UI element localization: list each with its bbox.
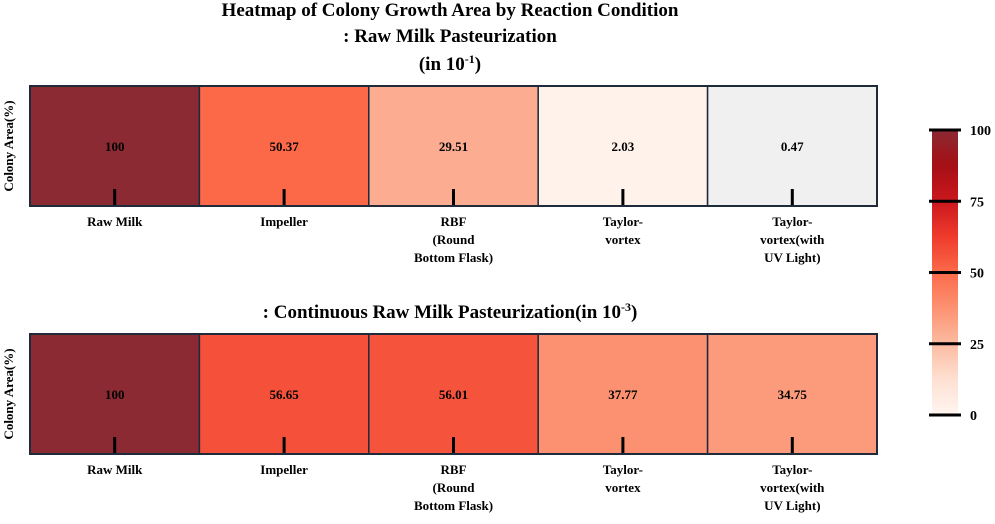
chart-title-line1: Heatmap of Colony Growth Area by Reactio… bbox=[222, 0, 679, 21]
heatmap-cell bbox=[29, 85, 201, 207]
subtitle-end: ) bbox=[631, 302, 637, 323]
cell-value-label: 100 bbox=[105, 387, 125, 402]
heatmap-panels: 100 Raw Milk 50.37 Impeller 29.51 RBF (Round Bo… bbox=[1, 85, 878, 513]
panel-frame bbox=[29, 333, 878, 455]
heatmap-cell bbox=[198, 85, 370, 207]
subtitle-exponent: -3 bbox=[621, 300, 631, 314]
colorbar: 0 25 50 75 100 bbox=[929, 124, 991, 424]
colorbar-tick-label: 50 bbox=[970, 267, 984, 282]
heatmap-cell bbox=[368, 85, 539, 207]
heatmap-panel-2: 100 Raw Milk 56.65 Impeller 56.01 RBF (Round Bo… bbox=[1, 333, 878, 513]
x-tick-label: RBF bbox=[441, 462, 467, 477]
colorbar-tick-label: 25 bbox=[970, 338, 984, 353]
cell-value-label: 37.77 bbox=[608, 387, 638, 402]
x-tick-label: vortex(with bbox=[760, 480, 825, 495]
x-tick-label: Taylor- bbox=[603, 462, 643, 477]
x-tick-label: (Round bbox=[433, 480, 476, 495]
colorbar-ticks: 0 25 50 75 100 bbox=[929, 124, 991, 424]
cell-value-label: 29.51 bbox=[439, 139, 468, 154]
y-axis-label: Colony Area(%) bbox=[1, 348, 16, 439]
x-tick-label: Bottom Flask) bbox=[414, 498, 493, 513]
heatmap-cell bbox=[537, 333, 709, 455]
heatmap-cell bbox=[29, 333, 201, 455]
x-tick-label: Taylor- bbox=[772, 462, 812, 477]
colorbar-tick-label: 100 bbox=[970, 124, 991, 139]
subtitle-base: : Continuous Raw Milk Pasteurization(in … bbox=[263, 302, 621, 323]
y-axis-label: Colony Area(%) bbox=[1, 100, 16, 191]
x-tick-label: vortex(with bbox=[760, 232, 825, 247]
heatmap-cell bbox=[198, 333, 370, 455]
heatmap-cell bbox=[537, 85, 709, 207]
chart-title-line2: : Raw Milk Pasteurization bbox=[343, 26, 557, 47]
x-tick-label: Taylor- bbox=[772, 214, 812, 229]
heatmap-cell bbox=[706, 85, 878, 207]
x-tick-label: UV Light) bbox=[764, 498, 820, 513]
heatmap-cell bbox=[706, 333, 878, 455]
x-tick-label: Impeller bbox=[260, 214, 308, 229]
title-exponent: -1 bbox=[465, 52, 475, 66]
x-tick-label: Impeller bbox=[260, 462, 308, 477]
x-tick-label: RBF bbox=[441, 214, 467, 229]
colorbar-tick-label: 0 bbox=[970, 409, 977, 424]
x-tick-label: Taylor- bbox=[603, 214, 643, 229]
x-tick-label: Bottom Flask) bbox=[414, 250, 493, 265]
cell-value-label: 2.03 bbox=[612, 139, 635, 154]
x-tick-label: Raw Milk bbox=[87, 214, 143, 229]
panel-frame bbox=[29, 85, 878, 207]
cell-value-label: 56.65 bbox=[269, 387, 299, 402]
heatmap-panel-1: 100 Raw Milk 50.37 Impeller 29.51 RBF (Round Bo… bbox=[1, 85, 878, 265]
chart-title-line3: (in 10-1) bbox=[419, 52, 481, 75]
title-base: (in 10 bbox=[419, 54, 465, 75]
cell-value-label: 100 bbox=[105, 139, 125, 154]
cell-value-label: 56.01 bbox=[439, 387, 468, 402]
cell-value-label: 0.47 bbox=[781, 139, 804, 154]
x-tick-label: UV Light) bbox=[764, 250, 820, 265]
x-tick-label: (Round bbox=[433, 232, 476, 247]
title-end: ) bbox=[475, 54, 481, 75]
x-tick-label: Raw Milk bbox=[87, 462, 143, 477]
panel2-subtitle: : Continuous Raw Milk Pasteurization(in … bbox=[263, 300, 638, 323]
heatmap-cell bbox=[368, 333, 539, 455]
x-tick-label: vortex bbox=[605, 232, 641, 247]
cell-value-label: 50.37 bbox=[269, 139, 299, 154]
cell-value-label: 34.75 bbox=[778, 387, 808, 402]
x-tick-label: vortex bbox=[605, 480, 641, 495]
colorbar-tick-label: 75 bbox=[970, 195, 984, 210]
